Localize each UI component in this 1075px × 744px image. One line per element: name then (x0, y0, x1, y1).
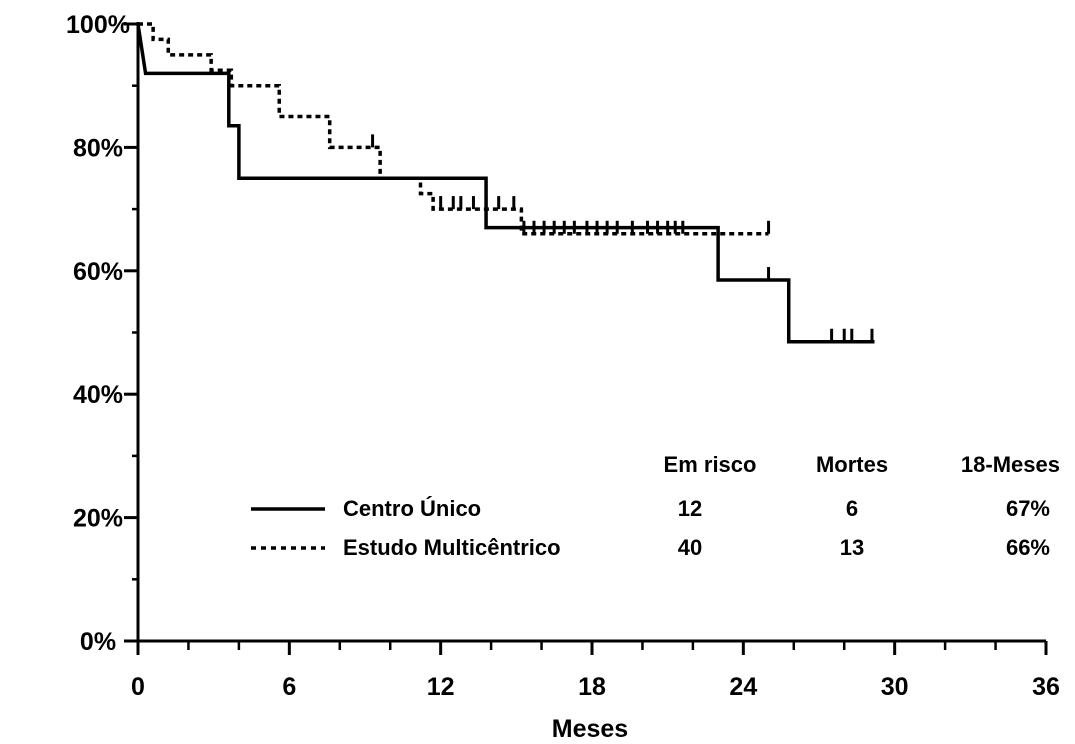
y-tick-label: 20% (73, 505, 123, 533)
risk-value-estudo-18-meses: 66% (1006, 535, 1050, 560)
risk-header-mortes: Mortes (816, 452, 888, 477)
risk-value-estudo-mortes: 13 (840, 535, 864, 560)
legend-label-estudo-multicentrico: Estudo Multicêntrico (343, 535, 561, 560)
x-tick-label: 30 (881, 673, 909, 701)
y-tick-label: 60% (73, 258, 123, 286)
series-line-estudo-multicentrico (138, 22, 769, 236)
risk-value-centro-em-risco: 12 (678, 496, 702, 521)
series-line-centro-unico (136, 23, 875, 344)
legend-label-centro-unico: Centro Único (343, 496, 481, 521)
risk-header-18-meses: 18-Meses (961, 452, 1060, 477)
risk-header-em-risco: Em risco (664, 452, 757, 477)
x-tick-label: 12 (427, 673, 455, 701)
x-tick-label: 0 (131, 673, 145, 701)
x-tick-label: 18 (578, 673, 606, 701)
legend: Em risco Mortes 18-Meses Centro Único 12… (251, 452, 1060, 560)
x-tick-label: 6 (282, 673, 296, 701)
y-tick-label: 40% (73, 381, 123, 409)
axes: 0% 20% 40% 60% 80% 100% 0 6 12 18 24 30 36 (66, 11, 1060, 701)
risk-value-centro-18-meses: 67% (1006, 496, 1050, 521)
x-tick-label: 24 (729, 673, 757, 701)
y-tick-label: 80% (73, 134, 123, 162)
series-layer (136, 22, 875, 344)
y-tick-label: 100% (66, 11, 130, 39)
y-tick-label: 0% (80, 628, 116, 656)
x-tick-label: 36 (1032, 673, 1060, 701)
risk-value-centro-mortes: 6 (846, 496, 858, 521)
x-axis-label: Meses (552, 715, 628, 743)
risk-value-estudo-em-risco: 40 (678, 535, 702, 560)
